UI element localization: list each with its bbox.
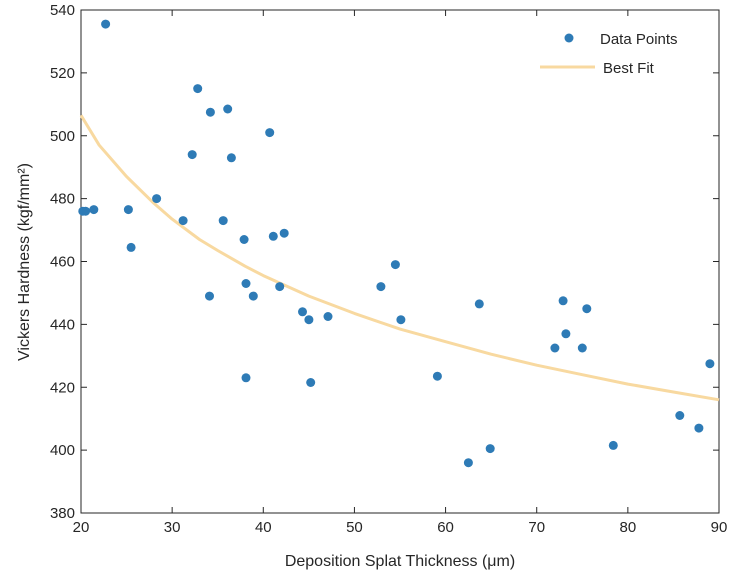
- legend-label-data-points: Data Points: [600, 31, 678, 48]
- data-point: [306, 378, 316, 387]
- data-point: [123, 205, 133, 215]
- x-tick-label: 50: [346, 519, 363, 536]
- x-tick-label: 70: [528, 519, 545, 536]
- data-point: [396, 315, 406, 325]
- x-tick-label: 40: [255, 519, 272, 536]
- data-point: [218, 216, 228, 226]
- x-tick-label: 90: [711, 519, 728, 536]
- y-tick-label: 420: [50, 379, 75, 396]
- y-tick-label: 500: [50, 128, 75, 145]
- legend-marker-data-points: [564, 33, 574, 43]
- y-tick-label: 540: [50, 2, 75, 19]
- data-point: [463, 458, 473, 468]
- y-tick-label: 380: [50, 505, 75, 522]
- y-tick-label: 400: [50, 442, 75, 459]
- data-point: [323, 312, 333, 321]
- data-point: [241, 373, 251, 383]
- data-point: [205, 107, 215, 117]
- data-point: [152, 194, 162, 204]
- x-tick-label: 30: [164, 519, 181, 536]
- data-point: [275, 282, 285, 292]
- data-point: [694, 423, 704, 433]
- y-axis-title: Vickers Hardness (kgf/mm²): [16, 163, 33, 361]
- data-point: [226, 153, 236, 163]
- data-point: [279, 228, 289, 238]
- data-point: [376, 282, 386, 292]
- data-point: [474, 299, 484, 309]
- data-point: [298, 307, 307, 317]
- x-tick-label: 80: [620, 519, 637, 536]
- y-tick-label: 480: [50, 191, 75, 208]
- data-point: [126, 242, 136, 252]
- y-tick-label: 460: [50, 254, 75, 271]
- ticks-layer: 20 30 40 50 60 70 80 90 380 400 420 440 460 480 500 520…: [50, 2, 727, 536]
- y-tick-label: 440: [50, 316, 75, 333]
- data-point: [248, 291, 258, 301]
- data-point: [582, 304, 592, 314]
- data-point: [205, 291, 214, 301]
- data-point: [432, 371, 442, 381]
- data-point: [675, 411, 685, 420]
- data-point: [178, 216, 188, 226]
- data-point: [608, 440, 618, 450]
- legend-label-best-fit: Best Fit: [603, 60, 655, 77]
- data-point: [558, 296, 568, 306]
- data-point: [187, 150, 197, 160]
- data-point: [101, 19, 111, 29]
- legend: Data Points Best Fit: [540, 31, 678, 77]
- data-point: [304, 315, 314, 325]
- data-point: [223, 104, 233, 114]
- data-point: [265, 128, 275, 138]
- data-point: [561, 329, 571, 339]
- data-point: [705, 359, 715, 369]
- x-tick-label: 20: [73, 519, 90, 536]
- data-point: [193, 84, 203, 94]
- x-axis-title: Deposition Splat Thickness (μm): [285, 553, 515, 570]
- x-tick-label: 60: [437, 519, 454, 536]
- data-point: [550, 343, 560, 353]
- data-point: [268, 231, 278, 241]
- best-fit-line: [79, 114, 720, 402]
- data-point: [89, 205, 99, 215]
- data-point: [81, 206, 91, 216]
- data-point: [390, 260, 400, 270]
- data-point: [239, 235, 249, 244]
- data-point: [241, 279, 251, 288]
- y-tick-label: 520: [50, 65, 75, 82]
- data-point: [485, 444, 495, 454]
- data-points-layer: [78, 19, 715, 468]
- best-fit-layer: [79, 114, 720, 402]
- data-point: [577, 343, 587, 353]
